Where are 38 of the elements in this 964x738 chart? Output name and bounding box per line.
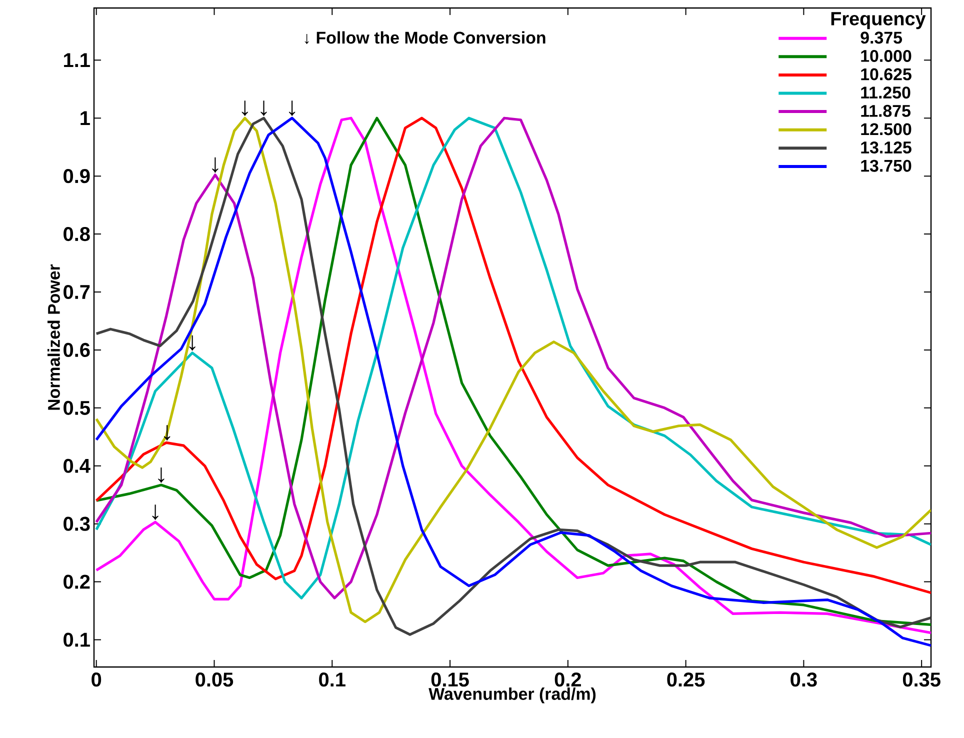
y-tick-label: 0.6 [64, 342, 90, 358]
legend-label: 10.625 [861, 68, 912, 80]
x-tick-label: 0.25 [667, 672, 705, 687]
annotation: ↓ [158, 467, 164, 483]
x-tick-label: 0.1 [319, 672, 346, 687]
legend-label: 10.000 [861, 50, 912, 62]
annotation: ↓ [212, 157, 218, 173]
y-axis-title: Normalized Power [48, 264, 60, 410]
x-tick-label: 0 [92, 672, 102, 687]
legend-label: 12.500 [861, 123, 912, 136]
y-tick-label: 0.2 [64, 574, 90, 589]
y-tick-label: 0.8 [64, 226, 90, 242]
x-tick-label: 0.35 [902, 672, 940, 687]
y-tick-label: 1.1 [64, 53, 90, 68]
y-tick-label: 0.4 [64, 458, 90, 473]
legend-label: 13.750 [861, 160, 912, 172]
x-tick-label: 0.05 [196, 672, 234, 687]
annotation: ↓ [260, 100, 267, 116]
annotation: ↓ [152, 504, 158, 520]
x-tick-label: 0.2 [554, 672, 581, 687]
annotation: ↓ Follow the Mode Conversion [304, 31, 546, 44]
legend-label: 11.875 [861, 104, 910, 117]
annotation: ↓ [289, 100, 296, 116]
y-tick-label: 1 [80, 111, 90, 125]
x-tick-label: 0.15 [431, 672, 469, 687]
legend-label: 11.250 [861, 86, 910, 99]
x-axis-title: Wavenumber (rad/m) [428, 688, 596, 704]
legend-title: Frequency [831, 12, 926, 30]
legend-label: 9.375 [860, 32, 902, 44]
x-tick-label: 0.3 [790, 672, 817, 687]
legend-label: 13.125 [861, 142, 912, 154]
annotation: ↓ [189, 335, 196, 351]
annotation: ↓ [242, 100, 248, 116]
y-tick-label: 0.7 [64, 284, 90, 300]
y-tick-label: 0.1 [64, 632, 90, 647]
y-tick-label: 0.3 [64, 516, 90, 531]
y-tick-label: 0.9 [64, 169, 90, 184]
y-tick-label: 0.5 [64, 400, 90, 415]
